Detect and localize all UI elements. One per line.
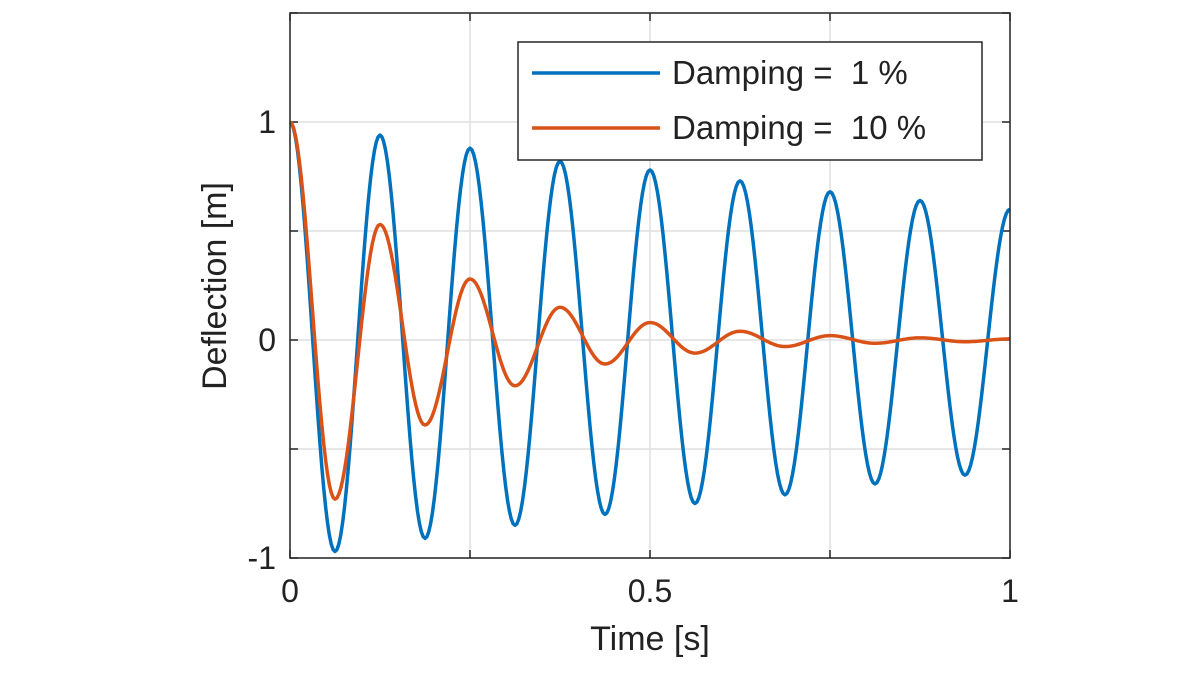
- plot-frame: [289, 12, 1011, 559]
- x-axis-title: Time [s]: [590, 620, 710, 658]
- y-tick-label: 0: [258, 322, 276, 358]
- series-line-damping-10: [288, 120, 1011, 501]
- legend: Damping = 1 % Damping = 10 %: [517, 41, 983, 161]
- y-axis-title: Deflection [m]: [196, 182, 234, 390]
- x-tick-label: 0: [281, 573, 299, 609]
- x-tick-label: 0.5: [628, 573, 672, 609]
- y-tick-label: -1: [248, 540, 276, 576]
- legend-label-damping-1: Damping = 1 %: [672, 54, 908, 91]
- series-line-damping-1: [288, 120, 1011, 554]
- legend-box: [517, 41, 983, 161]
- tick-labels: 0 0.5 1-101: [248, 104, 1019, 609]
- legend-label-damping-10: Damping = 10 %: [672, 109, 926, 146]
- y-tick-label: 1: [258, 104, 276, 140]
- x-tick-label: 1: [1001, 573, 1019, 609]
- series-lines: [288, 120, 1011, 554]
